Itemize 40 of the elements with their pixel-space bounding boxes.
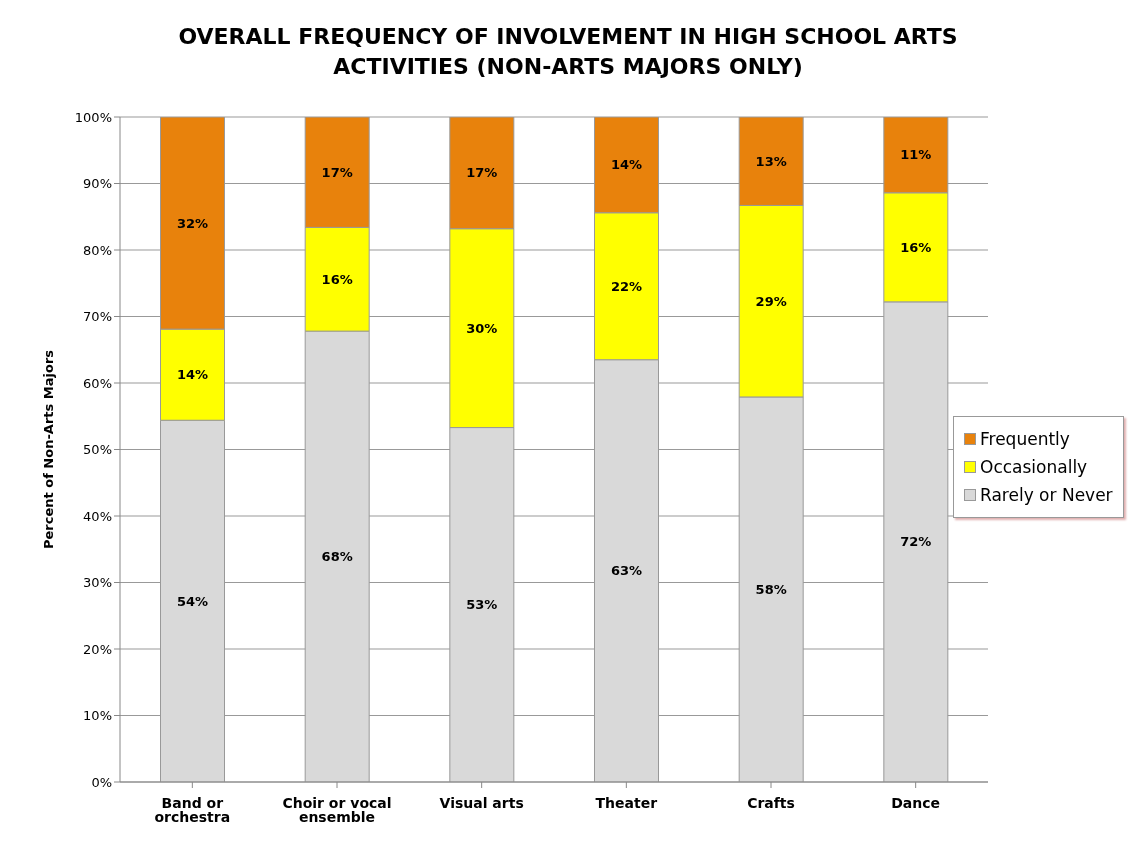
data-label: 32% — [176, 215, 209, 231]
data-label: 14% — [176, 367, 209, 383]
data-label: 16% — [321, 271, 353, 287]
data-label: 17% — [321, 164, 353, 180]
x-tick-label: Theater — [595, 794, 658, 811]
y-tick-label: 30% — [83, 575, 112, 591]
y-tick-label: 100% — [74, 109, 112, 125]
data-label: 53% — [466, 597, 498, 613]
data-label: 11% — [900, 147, 932, 163]
data-label: 17% — [466, 165, 498, 181]
data-label: 68% — [321, 549, 353, 565]
data-label: 29% — [755, 293, 787, 309]
data-label: 58% — [755, 581, 787, 597]
data-label: 22% — [610, 278, 643, 294]
y-axis-title: Percent of Non-Arts Majors — [40, 349, 56, 550]
x-tick-label: Dance — [891, 794, 941, 811]
x-tick-label: Visual arts — [439, 794, 524, 811]
legend-label: Rarely or Never — [980, 484, 1113, 507]
y-tick-label: 40% — [83, 508, 112, 524]
data-label: 14% — [610, 157, 643, 173]
data-label: 16% — [900, 239, 932, 255]
data-label: 13% — [755, 153, 787, 169]
x-tick-label: Band or orchestra — [154, 794, 231, 825]
x-tick-label: Choir or vocal ensemble — [282, 794, 392, 825]
chart-title: OVERALL FREQUENCY OF INVOLVEMENT IN HIGH SCHOOL ARTS ACTIVITIES (NON-ARTS MAJORS ONLY) — [177, 23, 959, 81]
legend-label: Occasionally — [980, 456, 1088, 479]
y-tick-label: 60% — [83, 375, 112, 391]
y-tick-label: 0% — [91, 774, 112, 790]
y-tick-label: 10% — [83, 708, 112, 724]
data-label: 63% — [610, 563, 643, 579]
y-tick-label: 70% — [83, 309, 112, 325]
y-tick-label: 80% — [83, 242, 112, 258]
data-label: 30% — [466, 320, 498, 336]
data-label: 72% — [900, 534, 932, 550]
y-tick-label: 20% — [83, 641, 112, 657]
x-tick-label: Crafts — [747, 794, 795, 811]
y-tick-label: 90% — [83, 176, 112, 192]
legend-label: Frequently — [980, 428, 1070, 451]
y-tick-label: 50% — [83, 442, 112, 458]
data-label: 54% — [176, 593, 209, 609]
